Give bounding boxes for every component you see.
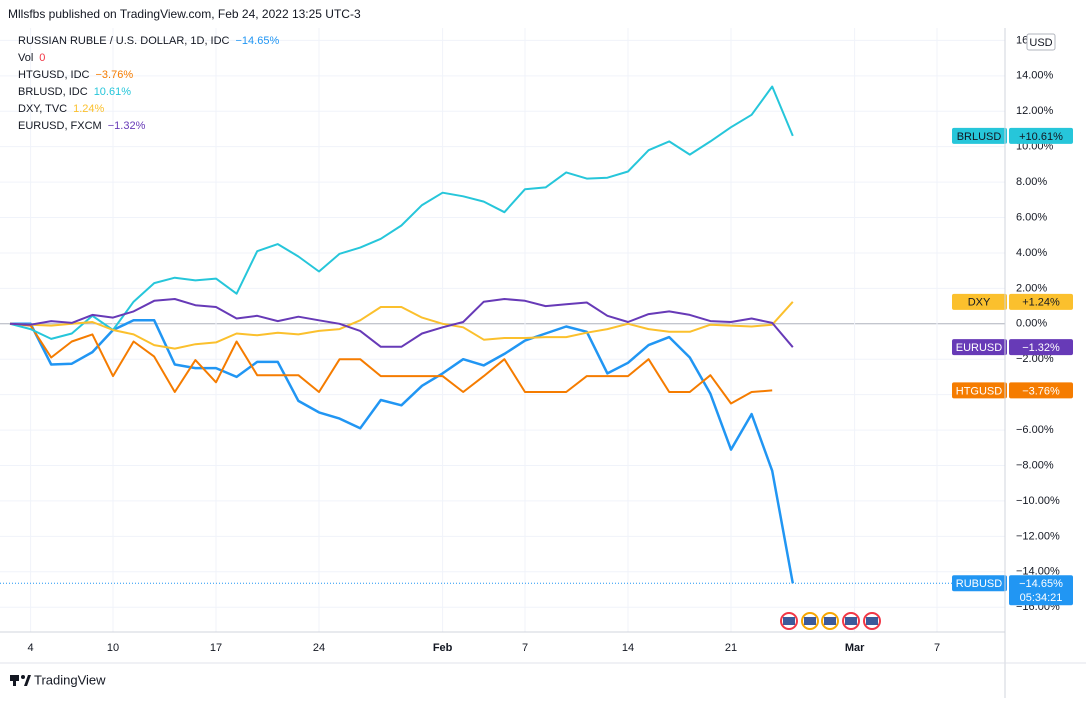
- series-line: [9, 85, 794, 340]
- badge-value: +1.24%: [1022, 297, 1060, 309]
- legend-entry: RUSSIAN RUBLE / U.S. DOLLAR, 1D, IDC −14.…: [18, 35, 279, 47]
- legend-name: HTGUSD, IDC: [18, 69, 90, 81]
- x-tick-label: 4: [28, 642, 34, 654]
- y-tick-label: 0.00%: [1016, 318, 1047, 330]
- series-line: [10, 319, 795, 584]
- badge-name: EURUSD: [956, 342, 1003, 354]
- x-tick-label: 14: [622, 642, 634, 654]
- overlay: 1614.00%12.00%10.00%8.00%6.00%4.00%2.00%…: [18, 33, 1073, 654]
- x-tick-label: 7: [934, 642, 940, 654]
- badge-name-bg: [952, 293, 1007, 310]
- x-tick-label: 21: [725, 642, 737, 654]
- series-line: [9, 322, 773, 405]
- y-tick-label: −6.00%: [1016, 424, 1054, 436]
- legend-name: DXY, TVC: [18, 103, 67, 115]
- badge-name: HTGUSD: [956, 385, 1003, 397]
- x-tick-label: 7: [522, 642, 528, 654]
- y-tick-label: −10.00%: [1016, 495, 1060, 507]
- x-tick-label: Mar: [845, 642, 865, 654]
- footer-brand: TradingView: [34, 672, 106, 687]
- x-tick-label: 10: [107, 642, 119, 654]
- y-tick-label: −12.00%: [1016, 530, 1060, 542]
- legend-value: −14.65%: [236, 35, 280, 47]
- legend-value: 0: [39, 52, 45, 64]
- legend-name: RUSSIAN RUBLE / U.S. DOLLAR, 1D, IDC: [18, 35, 230, 47]
- legend-entry: EURUSD, FXCM −1.32%: [18, 120, 146, 132]
- series-line: [9, 298, 794, 348]
- badge-value-bg: [1009, 339, 1073, 356]
- currency-badge: [1026, 33, 1056, 51]
- badge-name-bg: [952, 575, 1007, 592]
- y-tick-label: 4.00%: [1016, 247, 1047, 259]
- badge-countdown: 05:34:21: [1020, 592, 1063, 604]
- grid: [0, 28, 1005, 632]
- series-line: [9, 301, 794, 350]
- legend-name: Vol: [18, 52, 33, 64]
- legend-entry: Vol 0: [18, 52, 45, 64]
- y-tick-label: 14.00%: [1016, 70, 1054, 82]
- legend-value: 10.61%: [94, 86, 132, 98]
- badge-value: −14.65%: [1019, 578, 1063, 590]
- legend-value: 1.24%: [73, 103, 104, 115]
- y-tick-label: −8.00%: [1016, 459, 1054, 471]
- x-tick-label: 17: [210, 642, 222, 654]
- badge-value-bg: [1009, 575, 1073, 606]
- legend-value: −1.32%: [108, 120, 146, 132]
- currency-label: USD: [1029, 37, 1052, 49]
- badge-name: BRLUSD: [957, 131, 1002, 143]
- badge-value: −1.32%: [1022, 342, 1060, 354]
- legend-entry: HTGUSD, IDC −3.76%: [18, 69, 133, 81]
- y-tick-label: −2.00%: [1016, 353, 1054, 365]
- badge-name-bg: [952, 127, 1007, 144]
- legend-name: BRLUSD, IDC: [18, 86, 88, 98]
- badge-name: DXY: [968, 297, 991, 309]
- badge-name-bg: [952, 339, 1007, 356]
- y-tick-label: 6.00%: [1016, 211, 1047, 223]
- plot: [0, 85, 1005, 584]
- y-tick-label: 8.00%: [1016, 176, 1047, 188]
- badge-name-bg: [952, 382, 1007, 399]
- logo: [10, 675, 31, 686]
- badge-value-bg: [1009, 293, 1073, 310]
- legend-entry: DXY, TVC 1.24%: [18, 103, 105, 115]
- y-tick-label: 2.00%: [1016, 282, 1047, 294]
- legend-value: −3.76%: [96, 69, 134, 81]
- badge-name: RUBUSD: [956, 578, 1003, 590]
- header: Mllsfbs published on TradingView.com, Fe…: [8, 7, 361, 21]
- x-tick-label: 24: [313, 642, 325, 654]
- legend-entry: BRLUSD, IDC 10.61%: [18, 86, 131, 98]
- x-tick-label: Feb: [433, 642, 453, 654]
- y-tick-label: 12.00%: [1016, 105, 1054, 117]
- y-tick-label: 16: [1016, 34, 1028, 46]
- badge-value: −3.76%: [1022, 385, 1060, 397]
- badge-value-bg: [1009, 127, 1073, 144]
- legend-name: EURUSD, FXCM: [18, 120, 102, 132]
- event-flags: [780, 612, 881, 630]
- badge-value: +10.61%: [1019, 131, 1063, 143]
- y-tick-label: −14.00%: [1016, 566, 1060, 578]
- badge-value-bg: [1009, 382, 1073, 399]
